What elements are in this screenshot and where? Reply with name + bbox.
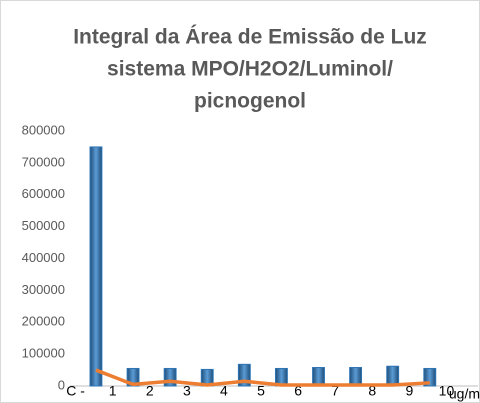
- line: [95, 368, 430, 387]
- bar: [423, 367, 437, 387]
- y-tick-label: 200000: [22, 314, 65, 329]
- y-tick-label: 400000: [22, 250, 65, 265]
- y-tick-label: 100000: [22, 346, 65, 361]
- bar: [89, 146, 103, 387]
- x-tick-label: 4: [220, 383, 228, 399]
- x-tick-label: 10: [439, 383, 455, 399]
- chart-title: sistema MPO/H2O2/Luminol/: [107, 58, 393, 81]
- x-tick-label: 1: [109, 383, 117, 399]
- bar: [237, 363, 251, 387]
- chart-title: Integral da Área de Emissão de Luz: [73, 26, 427, 49]
- x-tick-label: 7: [331, 383, 339, 399]
- x-tick-label: 6: [294, 383, 302, 399]
- y-tick-label: 0: [58, 377, 65, 392]
- x-tick-label: 8: [368, 383, 376, 399]
- x-tick-label: C -: [66, 383, 85, 399]
- bar: [349, 367, 363, 387]
- chart-title: picnogenol: [194, 90, 306, 113]
- y-tick-label: 600000: [22, 186, 65, 201]
- bar: [312, 367, 325, 387]
- bar: [163, 367, 177, 387]
- x-tick-label: 5: [257, 383, 265, 399]
- bar: [386, 365, 400, 387]
- y-tick-label: 500000: [22, 218, 65, 233]
- x-axis-label: ug/ml: [449, 386, 480, 402]
- x-tick-label: 3: [183, 383, 191, 399]
- x-tick-label: 2: [146, 383, 154, 399]
- y-tick-label: 700000: [22, 154, 65, 169]
- y-tick-label: 300000: [22, 282, 65, 297]
- x-tick-label: 9: [405, 383, 413, 399]
- y-tick-label: 800000: [22, 122, 65, 137]
